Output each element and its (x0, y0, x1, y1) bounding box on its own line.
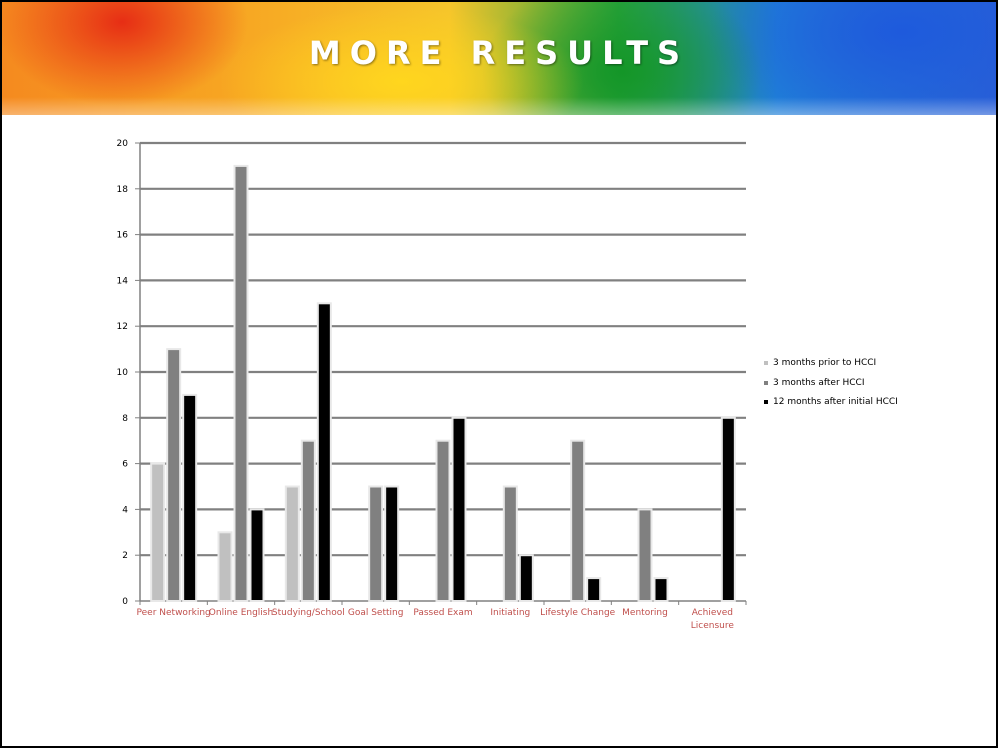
bar-2 (637, 508, 653, 602)
bar-3 (249, 508, 265, 602)
bar-3 (384, 485, 400, 602)
bar-3 (653, 577, 669, 602)
bar-1 (284, 485, 300, 602)
y-tick-label: 18 (117, 185, 129, 195)
y-tick-label: 16 (117, 231, 129, 241)
legend-swatch (764, 380, 768, 385)
chart-legend: 3 months prior to HCCI 3 months after HCC… (764, 358, 898, 417)
legend-label: 3 months prior to HCCI (773, 358, 877, 368)
y-tick-label: 10 (117, 368, 129, 378)
y-tick-label: 6 (122, 460, 128, 470)
legend-label: 3 months after HCCI (773, 377, 865, 388)
category-label: Initiating (490, 608, 530, 618)
bar-1 (217, 531, 233, 602)
category-label: Mentoring (622, 608, 668, 618)
category-label: Goal Setting (348, 608, 404, 618)
legend-item: 12 months after initial HCCI (764, 397, 898, 417)
category-label: Online English (209, 608, 273, 618)
y-tick-label: 12 (117, 322, 128, 332)
bar-2 (233, 164, 249, 602)
bar-2 (166, 348, 182, 602)
bar-2 (502, 485, 518, 602)
legend-swatch (764, 400, 768, 404)
legend-label: 12 months after initial HCCI (773, 397, 898, 407)
legend-item: 3 months after HCCI (764, 378, 898, 398)
slide-title: MORE RESULTS (308, 34, 690, 72)
title-banner: MORE RESULTS (2, 2, 996, 115)
y-tick-label: 4 (122, 505, 128, 515)
y-tick-label: 20 (117, 139, 129, 149)
bar-3 (182, 393, 198, 602)
y-tick-label: 0 (122, 597, 128, 607)
category-label: Lifestyle Change (540, 608, 616, 618)
bar-3 (316, 302, 332, 602)
legend-swatch (764, 361, 768, 365)
bar-2 (435, 439, 451, 603)
y-tick-label: 14 (117, 276, 129, 286)
y-tick-label: 2 (122, 551, 128, 561)
bar-3 (586, 577, 602, 602)
bar-3 (518, 554, 534, 603)
bar-2 (570, 439, 586, 603)
category-label: Achieved Licensure (691, 608, 735, 631)
category-label: Passed Exam (413, 608, 472, 618)
bar-3 (720, 416, 736, 602)
legend-item: 3 months prior to HCCI (764, 358, 898, 378)
y-tick-label: 8 (122, 414, 128, 424)
bar-2 (300, 439, 316, 603)
bar-2 (368, 485, 384, 602)
bar-1 (150, 462, 166, 602)
category-label: Peer Networking (137, 608, 211, 618)
bar-3 (451, 416, 467, 602)
category-label: Studying/School (272, 608, 345, 618)
